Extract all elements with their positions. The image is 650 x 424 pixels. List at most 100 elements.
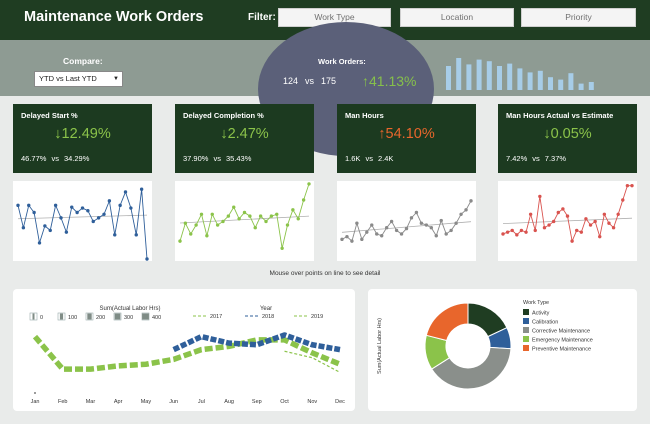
delayed-completion-trend-chart[interactable] [175,181,314,261]
data-point [621,198,625,202]
data-point [542,226,547,230]
x-tick-label: Jan [31,399,40,405]
data-point [419,221,424,225]
labor-hours-chart[interactable]: Sum(Actual Labor Hrs) 0 100 200 300 400 Year 20… [13,289,355,411]
data-point [34,392,36,394]
x-tick-label: Nov [307,399,317,405]
data-point [519,228,524,233]
legend-label: Corrective Maintenance [532,329,590,335]
data-point [469,199,473,203]
data-point [345,234,349,239]
series-line [341,200,472,242]
data-point [598,234,602,239]
data-point [379,234,384,238]
data-point [37,241,42,245]
legend-title: Work Type [523,300,549,306]
data-point [145,257,149,261]
data-point [630,183,634,188]
data-point [444,232,448,236]
data-point [404,226,409,231]
work-orders-current: 124 [283,76,299,86]
kpi-title: Delayed Start % [21,111,78,120]
donut-slice [431,346,512,390]
data-point [210,212,214,216]
series-line-2018 [172,332,341,353]
data-point [139,187,144,191]
work-orders-previous: 175 [321,76,337,86]
data-point [21,226,26,230]
year-legend-label: 2019 [311,314,323,320]
kpi-values: 37.90% vs 35.43% [183,154,251,163]
legend-label: Emergency Maintenance [532,338,593,344]
data-point [242,210,247,215]
data-point [384,226,389,230]
delayed-start-trend-chart[interactable] [13,181,152,261]
legend-label: Activity [532,311,550,317]
data-point [86,209,90,213]
kpi-values: 7.42% vs 7.37% [506,154,566,163]
data-point [75,210,79,215]
man-hours-trend-chart[interactable] [337,181,476,261]
data-point [123,190,128,194]
kpi-change: ↓2.47% [220,126,269,142]
data-point [584,217,588,221]
man-hours-actual-vs-estimate-trend-chart[interactable] [498,181,637,261]
data-point [80,206,85,210]
data-point [296,217,300,221]
filter-location-button[interactable]: Location [400,8,514,27]
size-legend-label: 400 [152,315,161,321]
data-point [275,212,279,216]
data-point [291,208,295,212]
data-point [96,216,101,220]
size-legend-mark [142,313,149,320]
data-point [113,233,117,237]
data-point [424,223,429,227]
kpi-change: ↓0.05% [543,126,592,142]
kpi-current: 1.6K [345,154,361,163]
y-axis-label: Sum(Actual Labor Hrs) [377,318,383,374]
kpi-current: 37.90% [183,154,209,163]
data-point [593,219,597,224]
kpi-previous: 2.4K [377,154,394,163]
data-point [533,228,537,233]
donut-slice [425,302,469,342]
page-title: Maintenance Work Orders [24,9,204,25]
compare-select[interactable]: YTD vs Last YTD ▼ [34,71,123,87]
kpi-card-delayed-completion: Delayed Completion % ↓2.47% 37.90% vs 35.4… [175,104,314,173]
series-line [179,183,310,249]
work-type-donut-chart[interactable]: Sum(Actual Labor Hrs) Work Type Activity Ca… [368,289,637,411]
spark-bar [548,77,553,90]
data-point [253,226,257,230]
data-point [189,232,193,236]
chart-title: Sum(Actual Labor Hrs) [99,306,160,312]
filter-priority-button[interactable]: Priority [521,8,636,27]
legend-title: Year [260,306,272,312]
work-orders-values: 124 vs 175 [283,76,336,86]
data-point [561,207,565,211]
trend-line [179,215,310,224]
data-point [194,223,198,227]
work-orders-label: Work Orders: [318,57,366,66]
data-point [394,228,399,233]
data-point [269,214,274,218]
data-point [588,223,593,227]
spark-bar [568,73,574,90]
data-point [118,203,122,208]
data-point [625,183,630,188]
hover-hint: Mouse over points on line to see detail [269,270,381,277]
spark-bar [446,66,451,90]
size-legend-label: 300 [124,315,133,321]
data-point [434,234,438,238]
data-point [510,228,514,233]
kpi-values: 1.6K vs 2.4K [345,154,393,163]
data-point [556,210,560,215]
data-point [551,219,556,224]
data-point [505,230,510,234]
kpi-card-man-hours-actual-vs-estimate: Man Hours Actual vs Estimate ↓0.05% 7.42… [498,104,637,173]
kpi-change: ↑54.10% [378,126,435,142]
data-point [602,212,607,216]
kpi-vs: vs [532,154,540,163]
spark-bar [476,59,482,90]
trend-line [17,214,148,220]
data-point [414,210,419,215]
